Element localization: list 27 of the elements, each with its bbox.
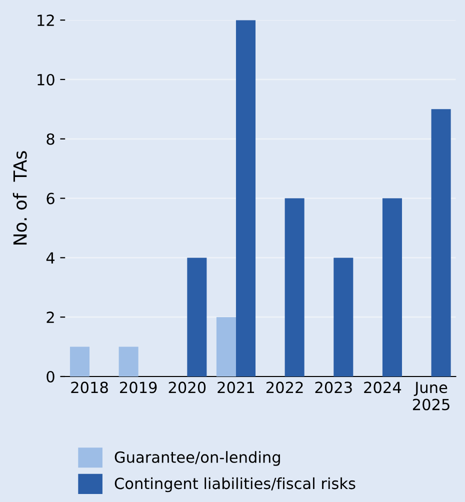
y-tick-label: 6 (46, 192, 54, 204)
x-tick-label: 2023 (315, 382, 352, 394)
legend-label: Guarantee/on-lending (114, 451, 280, 466)
x-tick-label: 2024 (364, 382, 402, 394)
x-tick-label: 2019 (120, 382, 157, 394)
bar (284, 198, 304, 376)
x-tick-label: 2021 (218, 382, 254, 394)
x-tick-label: June 2025 (412, 382, 450, 410)
bar (70, 346, 90, 376)
bar (216, 317, 236, 376)
bar (334, 258, 354, 376)
x-tick-label: 2022 (266, 382, 303, 394)
bar (236, 20, 256, 376)
bar (382, 198, 402, 376)
bar (187, 258, 207, 376)
y-tick-label: 12 (38, 14, 54, 26)
y-tick-label: 0 (46, 370, 54, 383)
x-tick-label: 2018 (71, 382, 108, 394)
bar (431, 109, 451, 376)
x-tick-label: 2020 (168, 382, 206, 394)
y-axis-title: No. of TAs (12, 151, 27, 245)
legend-label: Contingent liabilities/fiscal risks (114, 477, 356, 492)
y-tick-label: 4 (46, 252, 55, 264)
y-tick-label: 2 (46, 312, 54, 323)
bar (118, 346, 138, 376)
y-tick-label: 10 (38, 74, 54, 86)
y-tick-label: 8 (46, 133, 54, 145)
